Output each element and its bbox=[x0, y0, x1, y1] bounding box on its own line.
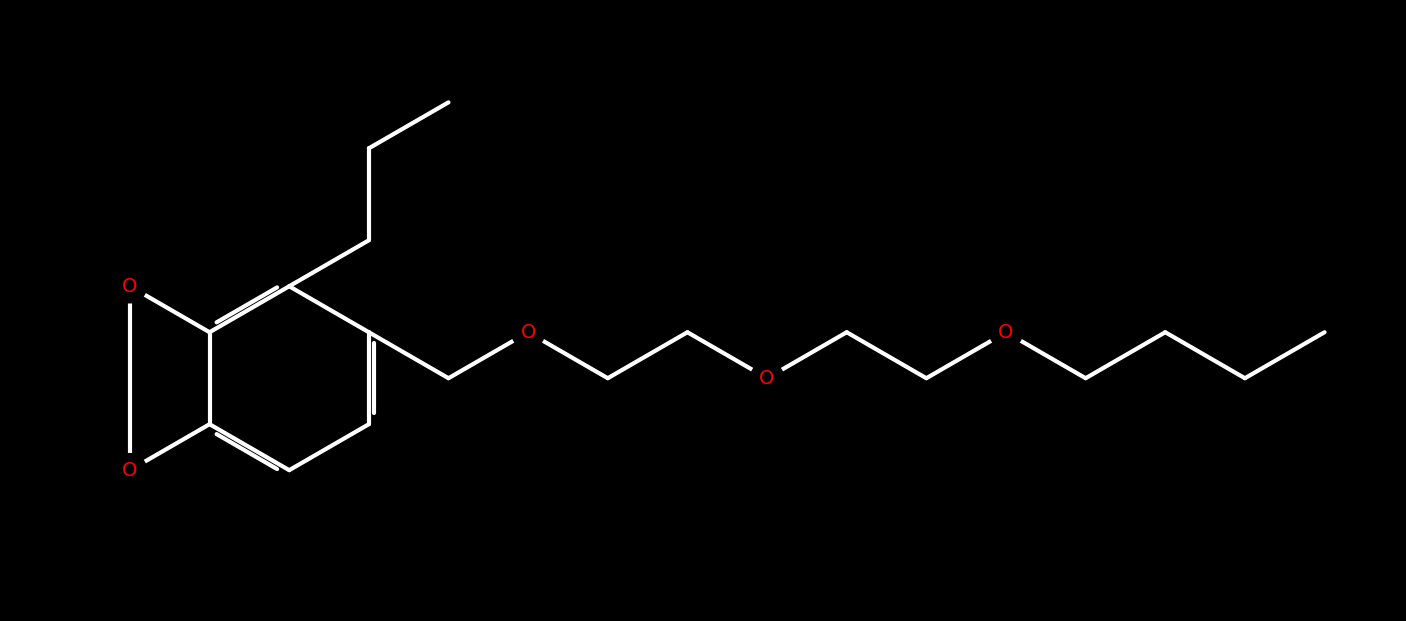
Text: O: O bbox=[122, 461, 138, 479]
Circle shape bbox=[751, 361, 783, 395]
Circle shape bbox=[990, 315, 1022, 349]
Text: O: O bbox=[122, 277, 138, 296]
Circle shape bbox=[114, 453, 146, 487]
Text: O: O bbox=[520, 323, 536, 342]
Circle shape bbox=[114, 270, 146, 303]
Text: O: O bbox=[998, 323, 1014, 342]
Circle shape bbox=[512, 315, 544, 349]
Text: O: O bbox=[759, 369, 775, 388]
